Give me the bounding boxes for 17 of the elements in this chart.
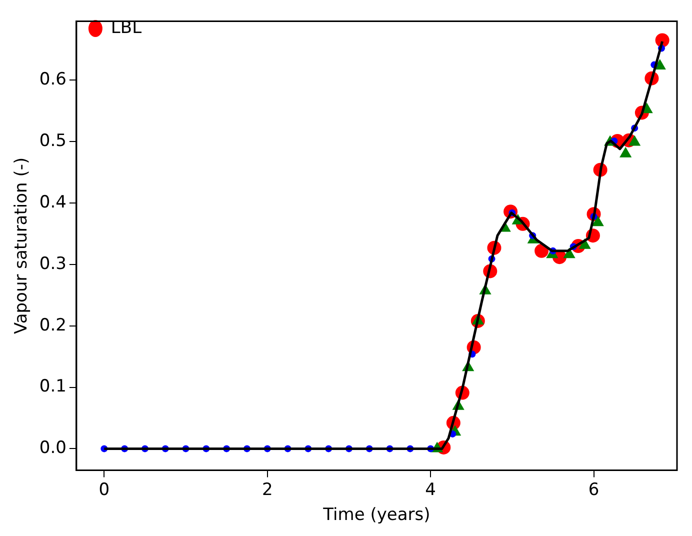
x-tick-label: 4 (425, 480, 436, 500)
y-tick-label: 0.0 (39, 438, 66, 458)
y-tick-label: 0.1 (39, 376, 66, 397)
point (592, 216, 604, 226)
point (534, 244, 549, 258)
y-tick-label: 0.2 (39, 315, 66, 336)
x-tick-label: 6 (588, 480, 600, 500)
y-axis-title: Vapour saturation (-) (12, 157, 32, 334)
point (628, 135, 641, 146)
x-tick-label: 2 (262, 480, 273, 500)
x-axis-title: Time (years) (322, 505, 430, 526)
y-tick-label: 0.5 (39, 131, 66, 152)
y-tick-label: 0.4 (39, 192, 66, 212)
y-tick-label: 0.6 (39, 70, 66, 90)
point (620, 146, 632, 158)
x-tick-label: 0 (98, 480, 110, 500)
y-tick-label: 0.3 (39, 254, 66, 274)
